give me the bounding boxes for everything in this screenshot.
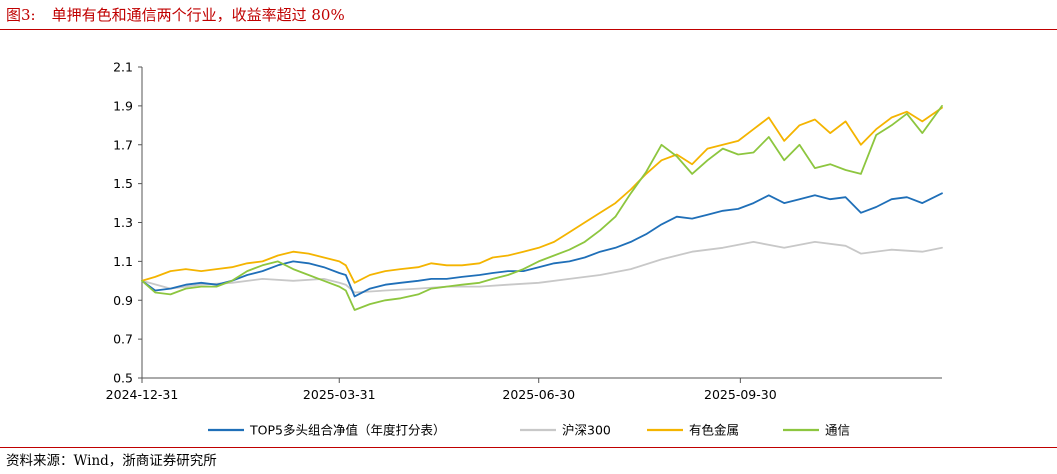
- legend-label-3: 通信: [825, 423, 850, 438]
- series-line-3: [141, 105, 943, 311]
- x-tick-label: 2025-03-31: [303, 387, 376, 402]
- y-tick-label: 1.5: [113, 176, 133, 191]
- y-axis: 0.5 0.7 0.9 1.1 1.3 1.5 1.7 1.9 2.1: [113, 60, 143, 386]
- figure-title-text: 单押有色和通信两个行业，收益率超过 80%: [51, 6, 345, 24]
- series-line-0: [141, 192, 943, 298]
- figure-title: 图3: 单押有色和通信两个行业，收益率超过 80%: [6, 3, 345, 27]
- y-tick-label: 0.7: [113, 332, 133, 347]
- legend-label-1: 沪深300: [562, 423, 611, 438]
- title-divider: [0, 29, 1057, 30]
- x-tick-label: 2024-12-31: [106, 387, 179, 402]
- source-divider: [0, 447, 1057, 448]
- y-tick-label: 0.5: [113, 371, 133, 386]
- legend-label-0: TOP5多头组合净值（年度打分表）: [249, 423, 445, 438]
- series-line-2: [141, 106, 943, 284]
- y-tick-label: 0.9: [113, 293, 133, 308]
- x-tick-label: 2025-06-30: [502, 387, 575, 402]
- figure-label: 图3:: [6, 6, 36, 24]
- legend: TOP5多头组合净值（年度打分表） 沪深300 有色金属 通信: [208, 423, 850, 438]
- series-line-1: [141, 241, 943, 294]
- y-tick-label: 1.7: [113, 137, 133, 152]
- y-tick-label: 2.1: [113, 60, 133, 75]
- y-tick-label: 1.9: [113, 98, 133, 113]
- line-chart: 0.50.70.91.11.31.51.71.92.1 2024-12-31 20…: [106, 60, 943, 438]
- y-tick-label: 1.1: [113, 254, 133, 269]
- x-tick-label: 2025-09-30: [704, 387, 777, 402]
- legend-label-2: 有色金属: [689, 423, 739, 438]
- series-layer: [141, 105, 943, 311]
- x-axis: 2024-12-31 2025-03-31 2025-06-30 2025-09-30: [106, 377, 942, 402]
- source-note: 资料来源：Wind，浙商证券研究所: [6, 453, 217, 469]
- y-tick-label: 1.3: [113, 215, 133, 230]
